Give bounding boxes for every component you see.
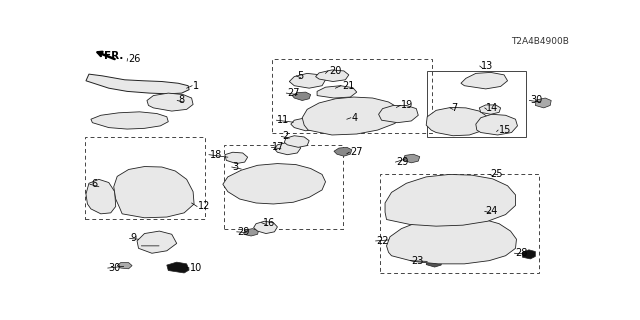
Text: 25: 25 xyxy=(491,169,503,180)
Polygon shape xyxy=(535,98,551,108)
Polygon shape xyxy=(289,73,326,88)
Polygon shape xyxy=(167,262,189,273)
Text: 8: 8 xyxy=(178,95,184,106)
Text: 21: 21 xyxy=(342,81,355,91)
Polygon shape xyxy=(387,216,516,264)
Text: 3: 3 xyxy=(233,162,239,172)
Bar xyxy=(85,138,205,219)
Text: 26: 26 xyxy=(129,54,141,64)
Text: 28: 28 xyxy=(515,248,528,258)
Text: 30: 30 xyxy=(109,263,121,273)
Polygon shape xyxy=(292,92,310,100)
Text: 19: 19 xyxy=(401,100,413,110)
Polygon shape xyxy=(291,118,321,131)
Bar xyxy=(224,145,343,228)
Text: 29: 29 xyxy=(396,157,409,167)
Text: 10: 10 xyxy=(190,263,202,273)
Text: 4: 4 xyxy=(352,113,358,123)
Polygon shape xyxy=(317,86,356,98)
Text: FR.: FR. xyxy=(104,51,123,61)
Text: 22: 22 xyxy=(376,236,389,246)
Polygon shape xyxy=(461,72,508,89)
Bar xyxy=(273,59,432,132)
Text: 13: 13 xyxy=(481,61,493,71)
Text: 18: 18 xyxy=(210,150,222,160)
Polygon shape xyxy=(223,164,326,204)
Text: 30: 30 xyxy=(531,95,543,106)
Text: 24: 24 xyxy=(486,206,498,216)
Polygon shape xyxy=(225,152,248,164)
Text: 1: 1 xyxy=(193,81,199,91)
Polygon shape xyxy=(91,112,168,129)
Text: 23: 23 xyxy=(412,256,424,266)
Text: 11: 11 xyxy=(277,115,290,125)
Text: 17: 17 xyxy=(273,142,285,152)
Text: 5: 5 xyxy=(297,71,303,81)
Text: 15: 15 xyxy=(499,125,511,135)
Polygon shape xyxy=(86,74,189,94)
Polygon shape xyxy=(275,142,301,155)
Text: 16: 16 xyxy=(262,218,275,228)
Bar xyxy=(428,71,526,138)
Text: 7: 7 xyxy=(451,103,457,113)
Polygon shape xyxy=(476,114,518,135)
Polygon shape xyxy=(426,108,489,136)
Polygon shape xyxy=(117,263,132,269)
Text: 2: 2 xyxy=(282,132,289,141)
Text: 14: 14 xyxy=(486,103,498,113)
Polygon shape xyxy=(244,228,259,236)
Polygon shape xyxy=(522,250,535,259)
Text: 6: 6 xyxy=(91,179,97,189)
Text: 20: 20 xyxy=(329,66,341,76)
Polygon shape xyxy=(426,258,442,267)
Polygon shape xyxy=(385,174,515,226)
Polygon shape xyxy=(379,105,419,123)
Text: 9: 9 xyxy=(131,234,137,244)
Text: 12: 12 xyxy=(198,202,211,212)
Polygon shape xyxy=(147,93,193,111)
Text: 27: 27 xyxy=(287,88,300,98)
Polygon shape xyxy=(302,97,401,135)
Polygon shape xyxy=(114,166,194,218)
Text: 27: 27 xyxy=(350,147,363,157)
Polygon shape xyxy=(316,70,349,82)
Bar xyxy=(380,174,539,273)
Polygon shape xyxy=(86,179,116,214)
Polygon shape xyxy=(334,147,352,156)
Polygon shape xyxy=(403,154,420,163)
Polygon shape xyxy=(284,136,309,147)
Polygon shape xyxy=(137,231,177,253)
Polygon shape xyxy=(479,105,500,114)
Text: T2A4B4900B: T2A4B4900B xyxy=(511,37,568,46)
Text: 29: 29 xyxy=(237,227,250,237)
Polygon shape xyxy=(253,221,277,234)
